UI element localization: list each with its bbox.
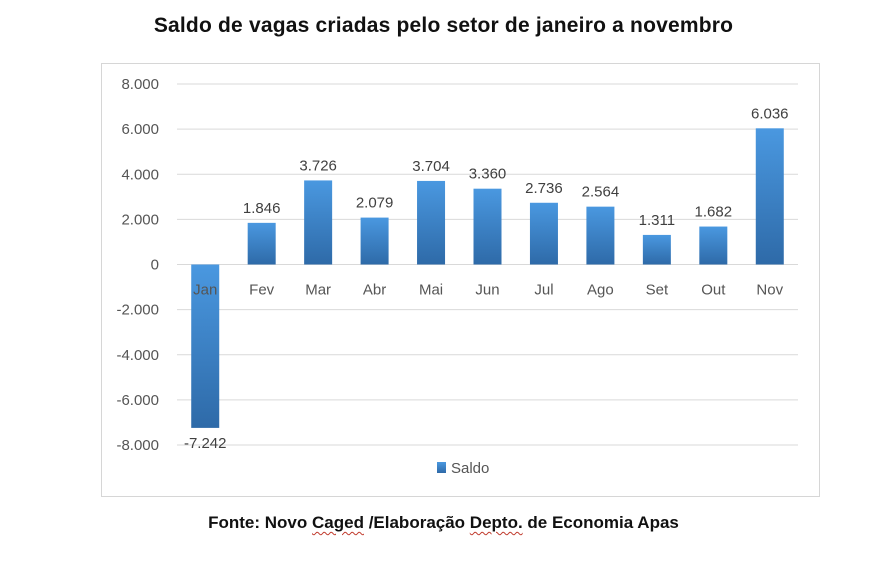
bar xyxy=(247,222,276,265)
x-category-label: Jan xyxy=(193,282,217,299)
bar xyxy=(586,206,615,265)
bar xyxy=(529,202,558,265)
bar xyxy=(699,226,728,265)
bar xyxy=(473,188,502,265)
data-label: 3.726 xyxy=(299,157,337,174)
data-label: 3.704 xyxy=(412,158,450,175)
y-tick-label: -2.000 xyxy=(116,302,159,319)
data-label: 1.682 xyxy=(695,204,733,221)
y-tick-label: -6.000 xyxy=(116,392,159,409)
source-middle: /Elaboração xyxy=(363,513,470,532)
source-note: Fonte: Novo Caged /Elaboração Depto. de … xyxy=(0,513,887,533)
source-prefix: Fonte: Novo xyxy=(208,513,312,532)
y-tick-label: 6.000 xyxy=(121,121,159,138)
x-category-label: Ago xyxy=(587,282,614,299)
data-label: 2.564 xyxy=(582,184,620,201)
y-tick-label: 4.000 xyxy=(121,166,159,183)
x-category-label: Set xyxy=(646,282,669,299)
bar xyxy=(755,128,784,265)
bar xyxy=(360,217,389,265)
x-category-label: Nov xyxy=(756,282,783,299)
chart-frame xyxy=(101,63,820,497)
source-depto: Depto. xyxy=(469,513,523,532)
x-category-label: Fev xyxy=(249,282,275,299)
data-label: 6.036 xyxy=(751,105,789,122)
y-tick-label: -8.000 xyxy=(116,437,159,454)
x-category-label: Jul xyxy=(534,282,553,299)
chart-title: Saldo de vagas criadas pelo setor de jan… xyxy=(153,14,734,37)
bar xyxy=(417,180,446,265)
x-category-label: Jun xyxy=(475,282,499,299)
x-category-label: Out xyxy=(701,282,726,299)
data-label: 2.736 xyxy=(525,180,563,197)
source-suffix: de Economia Apas xyxy=(522,513,679,532)
data-label: 2.079 xyxy=(356,195,394,212)
data-label: -7.242 xyxy=(184,435,227,452)
y-tick-label: 2.000 xyxy=(121,211,159,228)
y-tick-label: -4.000 xyxy=(116,347,159,364)
y-tick-label: 0 xyxy=(151,257,159,274)
source-caged: Caged xyxy=(312,513,364,532)
y-tick-label: 8.000 xyxy=(121,76,159,93)
data-label: 3.360 xyxy=(469,166,507,183)
data-label: 1.846 xyxy=(243,200,281,217)
data-label: 1.311 xyxy=(639,212,675,229)
legend-swatch xyxy=(437,462,446,473)
legend-label: Saldo xyxy=(451,460,489,477)
bar xyxy=(642,234,671,265)
x-category-label: Mai xyxy=(419,282,443,299)
bar xyxy=(191,264,220,428)
bar xyxy=(304,180,333,265)
x-category-label: Abr xyxy=(363,282,386,299)
x-category-label: Mar xyxy=(305,282,331,299)
